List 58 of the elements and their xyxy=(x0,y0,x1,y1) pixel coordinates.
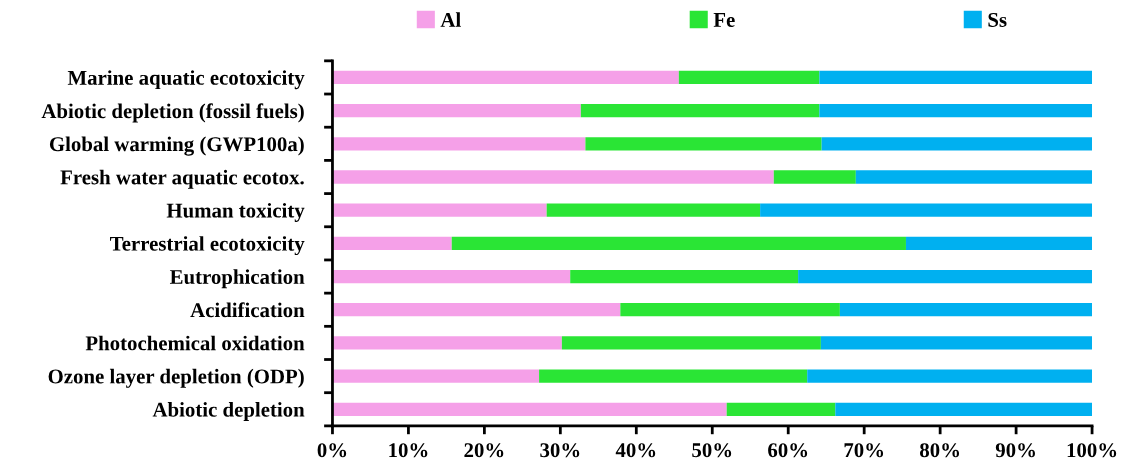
bar xyxy=(570,269,799,284)
y-tick-label: Fresh water aquatic ecotox. xyxy=(60,169,304,189)
x-tick-label: 100% xyxy=(1067,443,1117,458)
bar xyxy=(819,103,1093,118)
legend-label: Ss xyxy=(988,12,1007,27)
y-tick-label: Marine aquatic ecotoxicity xyxy=(67,70,305,90)
bar xyxy=(332,369,540,383)
y-tick-label: Eutrophication xyxy=(169,269,305,289)
bar xyxy=(332,170,774,184)
bar xyxy=(819,70,1093,85)
x-tick-label: 40% xyxy=(615,443,656,458)
y-tick-label: Acidification xyxy=(190,302,305,318)
y-tick-label: Photochemical oxidation xyxy=(85,335,305,351)
bar xyxy=(332,269,571,284)
bar xyxy=(332,336,562,350)
x-tick-label: 90% xyxy=(995,443,1035,458)
x-tick-label: 0% xyxy=(317,443,347,458)
x-tick-label: 60% xyxy=(768,443,808,458)
bar xyxy=(546,203,761,217)
bar xyxy=(620,303,840,317)
x-tick-label: 10% xyxy=(389,443,428,458)
bar xyxy=(678,70,820,85)
bar xyxy=(332,103,581,118)
bar xyxy=(332,203,547,217)
bar xyxy=(726,402,836,416)
bar xyxy=(585,137,822,151)
y-tick-label: Global warming (GWP100a) xyxy=(49,136,304,156)
x-tick-label: 20% xyxy=(464,443,504,458)
bar xyxy=(835,402,1093,416)
bar xyxy=(760,203,1093,217)
bar xyxy=(839,303,1093,317)
bar xyxy=(451,236,906,250)
bar xyxy=(773,170,856,184)
bar xyxy=(821,137,1093,151)
y-tick-label: Abiotic depletion (fossil fuels) xyxy=(41,103,304,123)
bar xyxy=(905,236,1093,250)
bar xyxy=(798,269,1093,284)
bar xyxy=(820,336,1093,350)
bar xyxy=(561,336,821,350)
bar xyxy=(332,70,679,85)
bar xyxy=(580,103,820,118)
x-tick-label: 70% xyxy=(844,443,884,458)
bar xyxy=(332,236,452,250)
legend-label: Fe xyxy=(713,13,735,27)
bar xyxy=(855,170,1093,184)
bar xyxy=(332,303,621,317)
bar xyxy=(539,369,808,383)
bar xyxy=(807,369,1093,383)
y-tick-label: Abiotic depletion xyxy=(152,402,305,421)
bar xyxy=(332,402,727,416)
x-tick-label: 50% xyxy=(692,443,732,458)
x-tick-label: 30% xyxy=(540,443,580,458)
bar xyxy=(332,137,586,151)
x-tick-label: 80% xyxy=(920,443,960,458)
y-tick-label: Ozone layer depletion (ODP) xyxy=(48,368,304,388)
y-tick-label: Terrestrial ecotoxicity xyxy=(110,236,305,256)
legend-label: Al xyxy=(440,12,461,27)
y-tick-label: Human toxicity xyxy=(166,202,305,222)
